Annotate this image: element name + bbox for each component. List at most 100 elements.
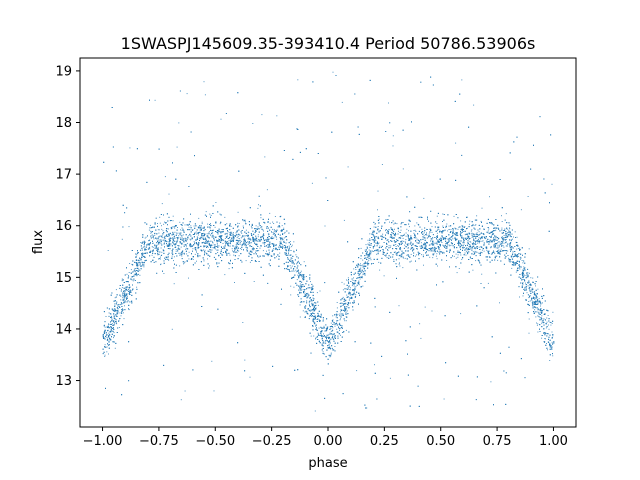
data-point bbox=[346, 279, 347, 281]
data-point bbox=[499, 246, 500, 248]
data-point bbox=[366, 246, 368, 248]
data-point bbox=[174, 227, 176, 229]
data-point bbox=[332, 349, 334, 351]
data-point bbox=[378, 218, 380, 220]
data-point bbox=[207, 242, 209, 244]
data-point bbox=[394, 251, 396, 253]
data-point bbox=[368, 249, 370, 251]
data-point bbox=[457, 254, 459, 256]
data-point bbox=[468, 238, 470, 240]
data-point bbox=[513, 236, 514, 238]
data-point bbox=[456, 233, 458, 235]
data-point bbox=[497, 238, 499, 240]
data-point bbox=[339, 322, 341, 324]
data-point bbox=[140, 258, 142, 260]
data-point bbox=[450, 244, 452, 246]
data-point bbox=[332, 324, 334, 325]
data-point bbox=[461, 79, 463, 81]
data-point bbox=[122, 297, 124, 299]
data-point bbox=[327, 340, 328, 341]
data-point bbox=[184, 390, 186, 392]
data-point bbox=[368, 259, 370, 261]
data-point bbox=[113, 337, 114, 339]
data-point bbox=[210, 223, 211, 225]
data-point bbox=[519, 247, 521, 249]
data-point bbox=[397, 246, 399, 247]
data-point bbox=[534, 298, 536, 300]
data-point bbox=[519, 296, 520, 298]
data-point bbox=[421, 254, 423, 256]
data-point bbox=[330, 333, 332, 335]
data-point bbox=[356, 277, 358, 279]
data-point bbox=[353, 268, 355, 270]
data-point bbox=[398, 305, 400, 307]
data-point bbox=[213, 240, 215, 242]
data-point bbox=[483, 245, 485, 246]
data-point bbox=[531, 287, 533, 289]
data-point bbox=[369, 233, 371, 235]
data-point bbox=[119, 306, 120, 308]
data-point bbox=[541, 315, 543, 317]
data-point bbox=[438, 242, 440, 244]
data-point bbox=[196, 233, 198, 235]
data-point bbox=[460, 220, 462, 222]
data-point bbox=[540, 305, 541, 307]
data-point bbox=[307, 309, 309, 310]
data-point bbox=[489, 236, 490, 237]
data-point bbox=[522, 269, 524, 271]
data-point bbox=[262, 250, 264, 252]
data-point bbox=[121, 238, 123, 240]
data-point bbox=[475, 233, 477, 235]
data-point bbox=[454, 227, 456, 229]
data-point bbox=[416, 248, 418, 250]
data-point bbox=[183, 230, 185, 232]
data-point bbox=[423, 235, 425, 237]
data-point bbox=[358, 264, 360, 266]
data-point bbox=[503, 246, 505, 248]
data-point bbox=[508, 260, 510, 262]
data-point bbox=[373, 226, 375, 228]
data-point bbox=[111, 319, 113, 321]
data-point bbox=[460, 254, 462, 256]
data-point bbox=[262, 229, 264, 231]
data-point bbox=[410, 253, 412, 255]
data-point bbox=[336, 323, 338, 325]
data-point bbox=[272, 221, 274, 223]
data-point bbox=[108, 312, 110, 314]
data-point bbox=[544, 313, 546, 315]
data-point bbox=[272, 232, 274, 233]
data-point bbox=[105, 316, 107, 317]
data-point bbox=[249, 376, 251, 378]
data-point bbox=[544, 338, 546, 339]
data-point bbox=[128, 309, 130, 311]
data-point bbox=[218, 238, 220, 240]
data-point bbox=[163, 223, 165, 225]
data-point bbox=[219, 213, 221, 215]
data-point bbox=[394, 228, 395, 230]
data-point bbox=[345, 308, 347, 310]
data-point bbox=[548, 328, 550, 330]
data-point bbox=[281, 225, 283, 227]
data-point bbox=[325, 339, 327, 341]
data-point bbox=[149, 246, 151, 248]
data-point bbox=[304, 290, 305, 292]
data-point bbox=[303, 261, 305, 263]
data-point bbox=[342, 289, 344, 291]
data-point bbox=[193, 225, 195, 227]
data-point bbox=[310, 313, 312, 315]
data-point bbox=[143, 240, 145, 242]
data-point bbox=[435, 255, 437, 257]
data-point bbox=[190, 225, 192, 227]
data-point bbox=[124, 293, 126, 295]
data-point bbox=[300, 272, 302, 273]
data-point bbox=[428, 233, 430, 235]
data-point bbox=[364, 249, 366, 251]
data-point bbox=[207, 258, 208, 260]
data-point bbox=[442, 231, 444, 233]
data-point bbox=[131, 279, 133, 281]
data-point bbox=[120, 295, 122, 297]
data-point bbox=[432, 257, 434, 259]
data-point bbox=[133, 274, 135, 276]
data-point bbox=[374, 223, 376, 225]
data-point bbox=[388, 102, 389, 104]
